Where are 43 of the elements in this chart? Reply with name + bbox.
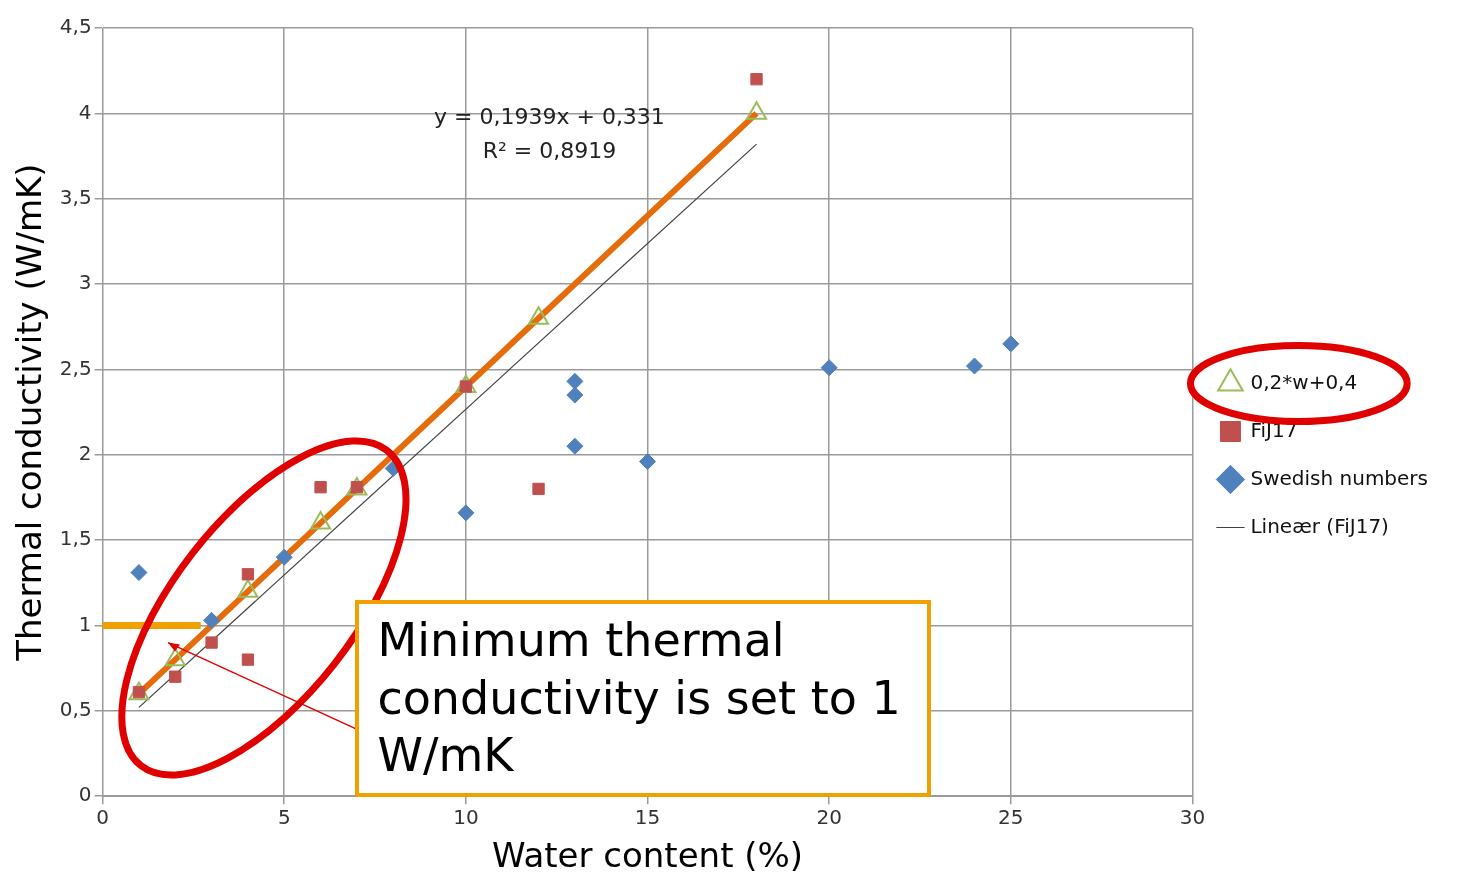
point bbox=[314, 481, 327, 494]
point bbox=[532, 482, 545, 496]
y-tick-label: 1 bbox=[78, 611, 92, 636]
y-tick-label: 0,5 bbox=[59, 697, 92, 722]
point bbox=[457, 504, 475, 522]
point bbox=[169, 670, 182, 683]
y-tick-label: 4 bbox=[78, 99, 92, 124]
point bbox=[275, 548, 293, 566]
annotation: y = 0,1939x + 0,331 bbox=[434, 104, 665, 130]
point bbox=[130, 564, 148, 582]
x-tick-label: 0 bbox=[96, 805, 109, 830]
legend-label: 0,2*w+0,4 bbox=[1250, 369, 1358, 394]
y-tick-label: 0 bbox=[78, 782, 92, 807]
y-tick-label: 1,5 bbox=[59, 526, 92, 551]
point bbox=[203, 611, 221, 629]
x-axis-title: Water content (%) bbox=[491, 835, 804, 876]
point bbox=[566, 386, 584, 404]
x-tick-label: 15 bbox=[634, 805, 661, 830]
y-tick-label: 3,5 bbox=[59, 184, 92, 209]
y-tick-label: 4,5 bbox=[59, 14, 92, 39]
legend-label: Lineær (FiJ17) bbox=[1250, 513, 1389, 538]
x-tick-label: 5 bbox=[277, 805, 291, 830]
point bbox=[820, 359, 838, 377]
point bbox=[566, 372, 584, 390]
annotation: R² = 0,8919 bbox=[482, 138, 617, 164]
point bbox=[965, 357, 983, 375]
point bbox=[566, 437, 584, 455]
x-tick-label: 20 bbox=[816, 805, 842, 830]
point bbox=[750, 73, 763, 86]
point bbox=[639, 453, 657, 471]
y-axis-title: Thermal conductivity (W/mK) bbox=[9, 163, 50, 662]
point bbox=[1002, 335, 1020, 353]
point bbox=[205, 636, 218, 649]
legend-label: Swedish numbers bbox=[1250, 465, 1429, 490]
x-tick-label: 10 bbox=[453, 805, 479, 830]
point bbox=[241, 653, 255, 666]
y-tick-label: 2,5 bbox=[59, 355, 92, 380]
x-tick-label: 30 bbox=[1179, 805, 1206, 830]
point bbox=[241, 568, 255, 581]
x-tick-label: 25 bbox=[998, 805, 1024, 830]
y-tick-label: 2 bbox=[78, 440, 92, 465]
annotation: Minimum thermal conductivity is set to 1 W/mK bbox=[355, 600, 931, 797]
y-tick-label: 3 bbox=[78, 270, 92, 295]
